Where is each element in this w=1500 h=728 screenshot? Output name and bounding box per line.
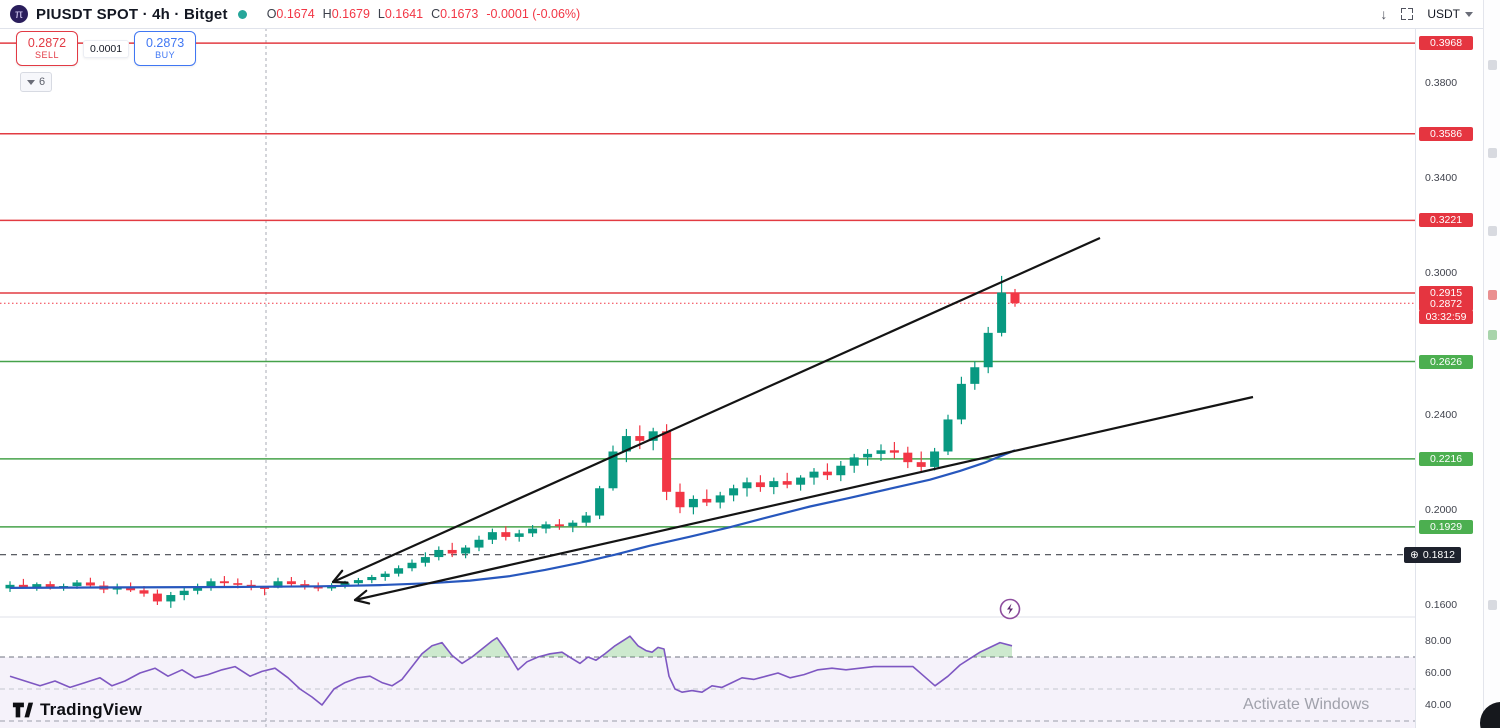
ohlc-open-value: 0.1674 xyxy=(276,7,315,21)
symbol-logo-icon: π xyxy=(10,5,28,23)
currency-selector[interactable]: USDT xyxy=(1427,7,1473,21)
ohlc-close-value: 0.1673 xyxy=(440,7,479,21)
price-tick: 0.2400 xyxy=(1425,409,1458,422)
resistance-price-label: 0.3586 xyxy=(1419,126,1473,141)
market-status-dot-icon xyxy=(237,9,247,19)
sell-label: SELL xyxy=(34,50,60,60)
right-edge-panel xyxy=(1483,0,1500,728)
chevron-down-icon xyxy=(1465,11,1473,17)
chat-bubble-button[interactable] xyxy=(1480,702,1500,728)
rsi-tick: 60.00 xyxy=(1425,667,1452,679)
buy-button[interactable]: 0.2873 BUY xyxy=(134,31,197,66)
currency-label: USDT xyxy=(1427,7,1460,21)
legend-collapse-chip[interactable]: 6 xyxy=(20,72,53,92)
alert-price-label[interactable]: ⊕ 0.1812 xyxy=(1404,546,1461,563)
spread-value: 0.0001 xyxy=(83,39,130,58)
plus-circle-icon: ⊕ xyxy=(1410,548,1419,561)
ohlc-change-value: -0.0001 (-0.06%) xyxy=(486,7,581,21)
resistance-price-label: 0.3968 xyxy=(1419,36,1473,51)
sidebar-fragment xyxy=(1488,600,1497,610)
ohlc-open-key: O xyxy=(266,7,277,21)
price-tick: 0.3800 xyxy=(1425,77,1458,89)
price-axis[interactable]: 0.3800 0.3400 0.3000 0.2400 0.2000 0.1600 0.39… xyxy=(1404,28,1484,728)
current-price-label: 0.2872 xyxy=(1419,297,1473,312)
tradingview-logo-icon xyxy=(12,702,34,718)
support-price-label: 0.1929 xyxy=(1419,519,1473,534)
buy-label: BUY xyxy=(155,50,176,60)
tradingview-watermark[interactable]: TradingView xyxy=(12,700,142,720)
indicator-count: 6 xyxy=(39,76,46,88)
ohlc-high-value: 0.1679 xyxy=(331,7,370,21)
ohlc-low-key: L xyxy=(377,7,385,21)
sell-price: 0.2872 xyxy=(27,36,67,50)
price-tick: 0.2000 xyxy=(1425,504,1458,517)
activate-windows-text: Activate Windows xyxy=(1243,696,1370,713)
price-tick: 0.1600 xyxy=(1425,599,1458,611)
ohlc-low-value: 0.1641 xyxy=(384,7,424,21)
resistance-price-label: 0.2915 xyxy=(1419,285,1473,300)
order-widget: 0.2872 SELL 0.0001 0.2873 BUY xyxy=(16,31,197,66)
toolbar: π PIUSDT SPOT · 4h · Bitget O 0.1674 H 0.1… xyxy=(0,0,1483,29)
ohlc-legend: O 0.1674 H 0.1679 L 0.1641 C 0.1673 -0.0001 … xyxy=(259,7,581,21)
fullscreen-icon[interactable] xyxy=(1401,8,1414,20)
sidebar-fragment xyxy=(1488,290,1497,300)
support-price-label: 0.2216 xyxy=(1419,451,1473,466)
sell-button[interactable]: 0.2872 SELL xyxy=(16,31,78,66)
symbol-title-button[interactable]: PIUSDT SPOT · 4h · Bitget xyxy=(36,5,228,23)
lightning-icon xyxy=(999,598,1021,620)
sidebar-fragment xyxy=(1488,330,1497,340)
countdown-label: 03:32:59 xyxy=(1419,310,1473,325)
sidebar-fragment xyxy=(1488,60,1497,70)
price-tick: 0.3400 xyxy=(1425,171,1458,184)
rsi-tick: 80.00 xyxy=(1425,635,1452,647)
sidebar-fragment xyxy=(1488,148,1497,158)
chevron-down-icon xyxy=(27,79,35,85)
ohlc-high-key: H xyxy=(322,7,332,21)
tradingview-logo-text: TradingView xyxy=(40,700,143,719)
support-price-label: 0.2626 xyxy=(1419,354,1473,369)
rsi-tick: 40.00 xyxy=(1425,699,1452,711)
download-icon[interactable]: ↓ xyxy=(1380,6,1388,22)
ohlc-close-key: C xyxy=(431,7,441,21)
resistance-price-label: 0.3221 xyxy=(1419,213,1473,228)
buy-price: 0.2873 xyxy=(146,36,185,50)
sidebar-fragment xyxy=(1488,226,1497,236)
price-tick: 0.3000 xyxy=(1425,266,1458,279)
